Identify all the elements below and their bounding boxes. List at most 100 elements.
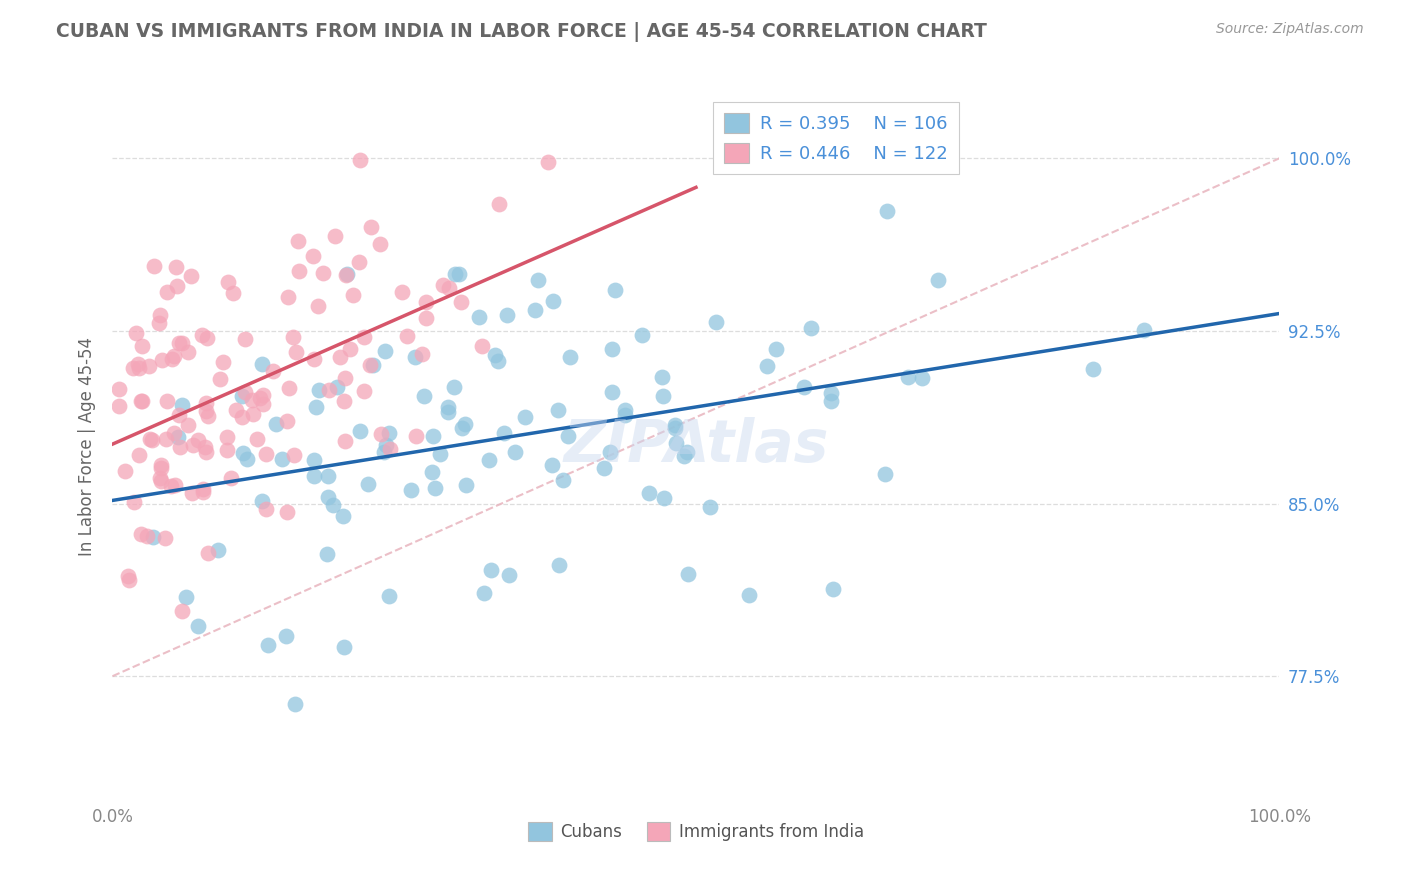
Point <box>250 357 273 371</box>
Point <box>302 249 325 263</box>
Point <box>638 485 661 500</box>
Point <box>287 264 309 278</box>
Point <box>215 443 238 458</box>
Point <box>118 573 141 587</box>
Point <box>278 381 301 395</box>
Point <box>316 469 339 483</box>
Point <box>391 285 413 299</box>
Point <box>451 421 474 435</box>
Point <box>233 385 256 400</box>
Point <box>156 285 179 300</box>
Point <box>353 384 375 399</box>
Point <box>170 604 193 618</box>
Point <box>163 349 186 363</box>
Point <box>651 370 673 384</box>
Point <box>122 494 145 508</box>
Point <box>704 315 727 329</box>
Point <box>274 628 297 642</box>
Point <box>252 397 274 411</box>
Point <box>599 444 621 458</box>
Point <box>149 471 172 485</box>
Point <box>415 310 437 325</box>
Point <box>143 259 166 273</box>
Point <box>177 418 200 433</box>
Point <box>197 409 219 424</box>
Point <box>437 281 460 295</box>
Point <box>156 393 179 408</box>
Point <box>166 279 188 293</box>
Point <box>378 425 401 440</box>
Y-axis label: In Labor Force | Age 45-54: In Labor Force | Age 45-54 <box>77 336 96 556</box>
Point <box>163 478 186 492</box>
Point <box>141 433 163 447</box>
Point <box>498 568 520 582</box>
Point <box>217 275 239 289</box>
Point <box>820 386 842 401</box>
Text: Source: ZipAtlas.com: Source: ZipAtlas.com <box>1216 22 1364 37</box>
Point <box>117 568 139 582</box>
Point <box>150 352 173 367</box>
Point <box>547 558 569 573</box>
Point <box>359 358 381 372</box>
Point <box>195 330 218 344</box>
Point <box>486 354 509 368</box>
Point <box>246 433 269 447</box>
Point <box>155 531 177 545</box>
Point <box>170 398 193 412</box>
Point <box>219 471 242 485</box>
Point <box>139 432 162 446</box>
Point <box>180 268 202 283</box>
Point <box>454 478 477 492</box>
Point <box>335 268 357 283</box>
Point <box>479 563 502 577</box>
Point <box>194 440 217 454</box>
Point <box>167 430 190 444</box>
Point <box>524 303 547 318</box>
Point <box>284 697 307 711</box>
Point <box>108 382 131 396</box>
Point <box>437 400 460 414</box>
Point <box>107 399 129 413</box>
Point <box>233 332 256 346</box>
Point <box>422 428 444 442</box>
Point <box>236 452 259 467</box>
Point <box>254 501 277 516</box>
Point <box>443 380 465 394</box>
Point <box>613 402 636 417</box>
Point <box>332 508 354 523</box>
Point <box>277 290 299 304</box>
Point <box>122 360 145 375</box>
Point <box>738 588 761 602</box>
Point <box>128 448 150 462</box>
Point <box>927 273 949 287</box>
Point <box>361 358 384 372</box>
Point <box>368 236 391 251</box>
Point <box>488 196 510 211</box>
Point <box>318 383 340 397</box>
Point <box>304 400 326 414</box>
Point <box>484 348 506 362</box>
Point <box>131 527 153 541</box>
Point <box>240 393 263 408</box>
Point <box>187 618 209 632</box>
Point <box>468 310 491 325</box>
Point <box>302 452 325 467</box>
Point <box>699 500 721 514</box>
Point <box>800 321 823 335</box>
Point <box>163 425 186 440</box>
Point <box>415 295 437 310</box>
Legend: Cubans, Immigrants from India: Cubans, Immigrants from India <box>522 815 870 848</box>
Point <box>328 350 350 364</box>
Point <box>821 582 844 597</box>
Point <box>333 640 356 654</box>
Point <box>420 465 443 479</box>
Point <box>897 370 920 384</box>
Point <box>413 389 436 403</box>
Point <box>176 590 198 604</box>
Point <box>207 542 229 557</box>
Point <box>405 428 427 442</box>
Point <box>322 498 344 512</box>
Point <box>335 371 357 385</box>
Point <box>271 452 294 467</box>
Point <box>131 338 153 352</box>
